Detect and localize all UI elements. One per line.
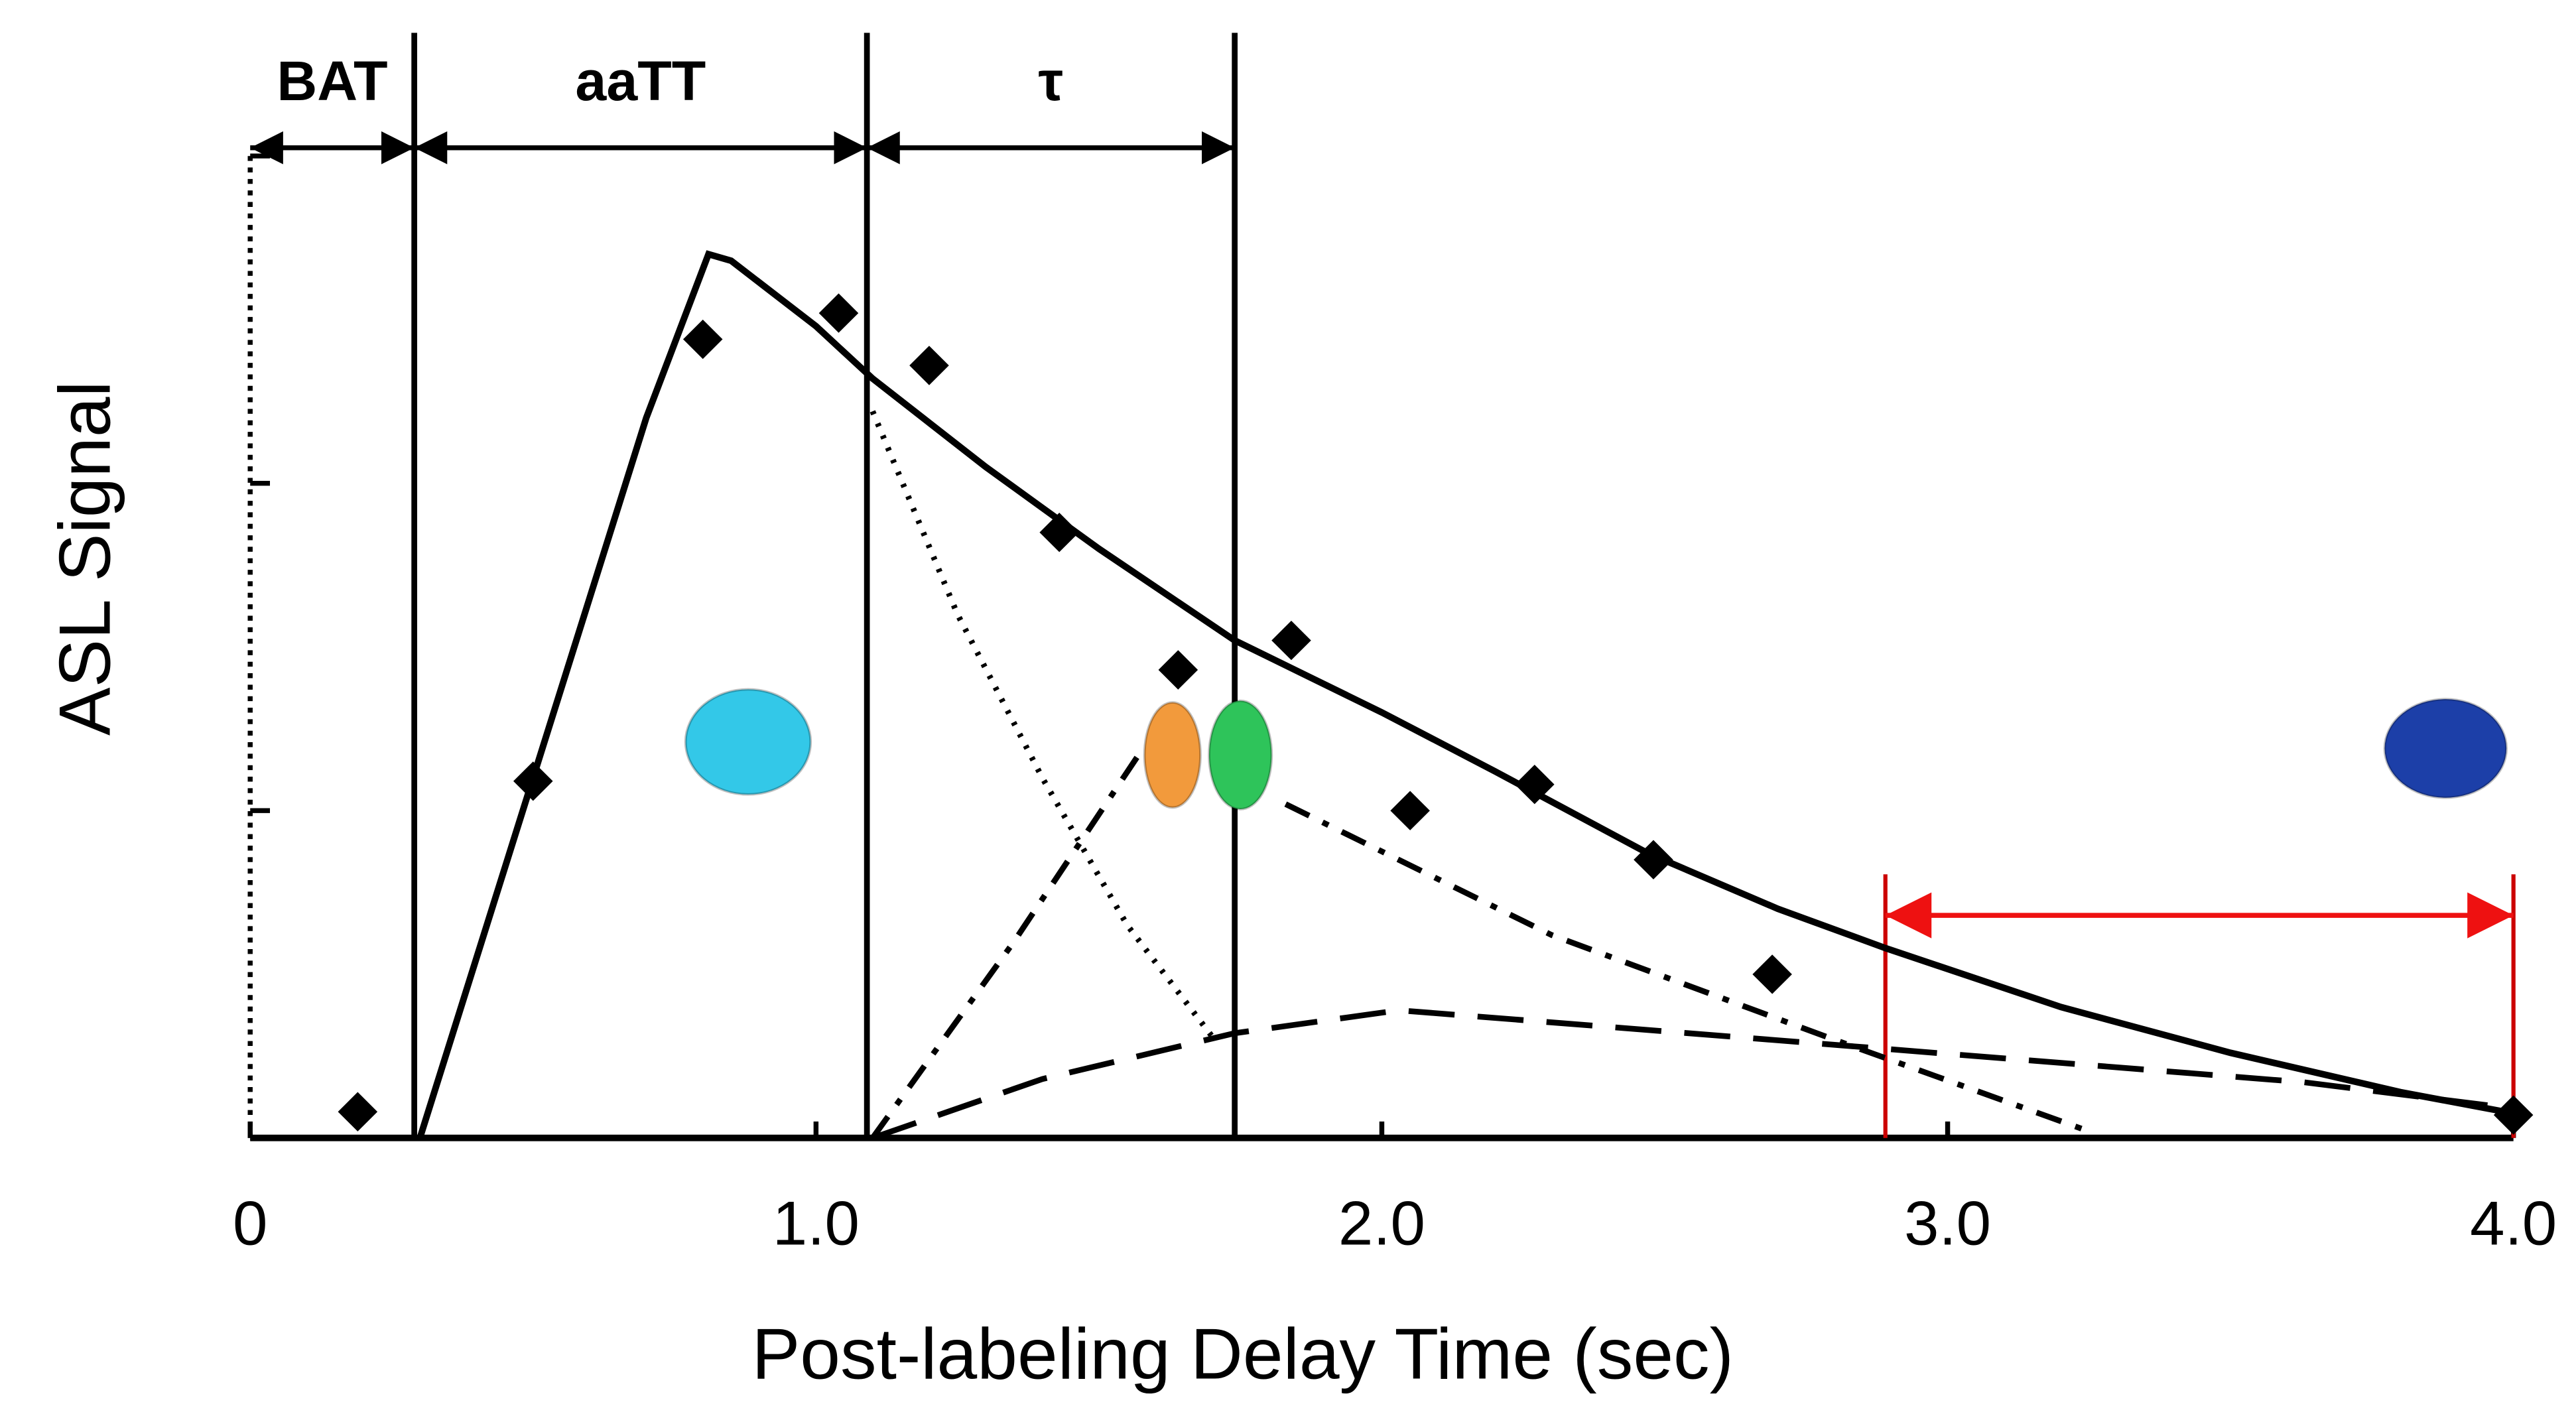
span-arrow-head [834,131,868,164]
span-arrow-head [250,131,283,164]
span-arrow-head [867,131,900,164]
red-span-arrow-head [2467,892,2514,938]
diamond-point [682,319,723,359]
colored-marker [1143,701,1202,809]
diamond-point [1390,791,1430,830]
series-line [870,753,2091,1140]
diamond-point [1039,513,1079,552]
diamond-point [2493,1095,2534,1135]
diamond-point [513,761,553,801]
span-arrow-head [381,131,415,164]
diamond-point [1271,620,1311,661]
diamond-point [818,293,859,333]
span-label: BAT [277,50,387,112]
diamond-point [1158,650,1198,690]
x-tick-label: 3.0 [1904,1189,1991,1258]
diamond-point [1634,840,1673,879]
series-line [869,410,1214,1039]
series-line [871,1007,2514,1141]
x-tick-label: 4.0 [2470,1189,2557,1258]
diamond-point [1752,954,1792,994]
x-axis-title: Post-labeling Delay Time (sec) [751,1314,1734,1395]
y-axis-title: ASL Signal [44,381,125,736]
span-label: aaTT [575,50,706,112]
diamond-point [338,1092,378,1131]
span-arrow-head [414,131,448,164]
diamond-point [909,346,949,385]
colored-marker [2383,698,2508,799]
span-arrow-head [1202,131,1235,164]
series-line [417,250,2514,1139]
span-label: τ [1039,50,1064,112]
x-tick-label: 1.0 [773,1189,860,1258]
x-tick-label: 2.0 [1338,1189,1425,1258]
colored-marker [684,688,812,796]
red-span-arrow-head [1885,892,1932,938]
x-tick-label: 0 [233,1189,267,1258]
colored-marker [1208,699,1273,810]
